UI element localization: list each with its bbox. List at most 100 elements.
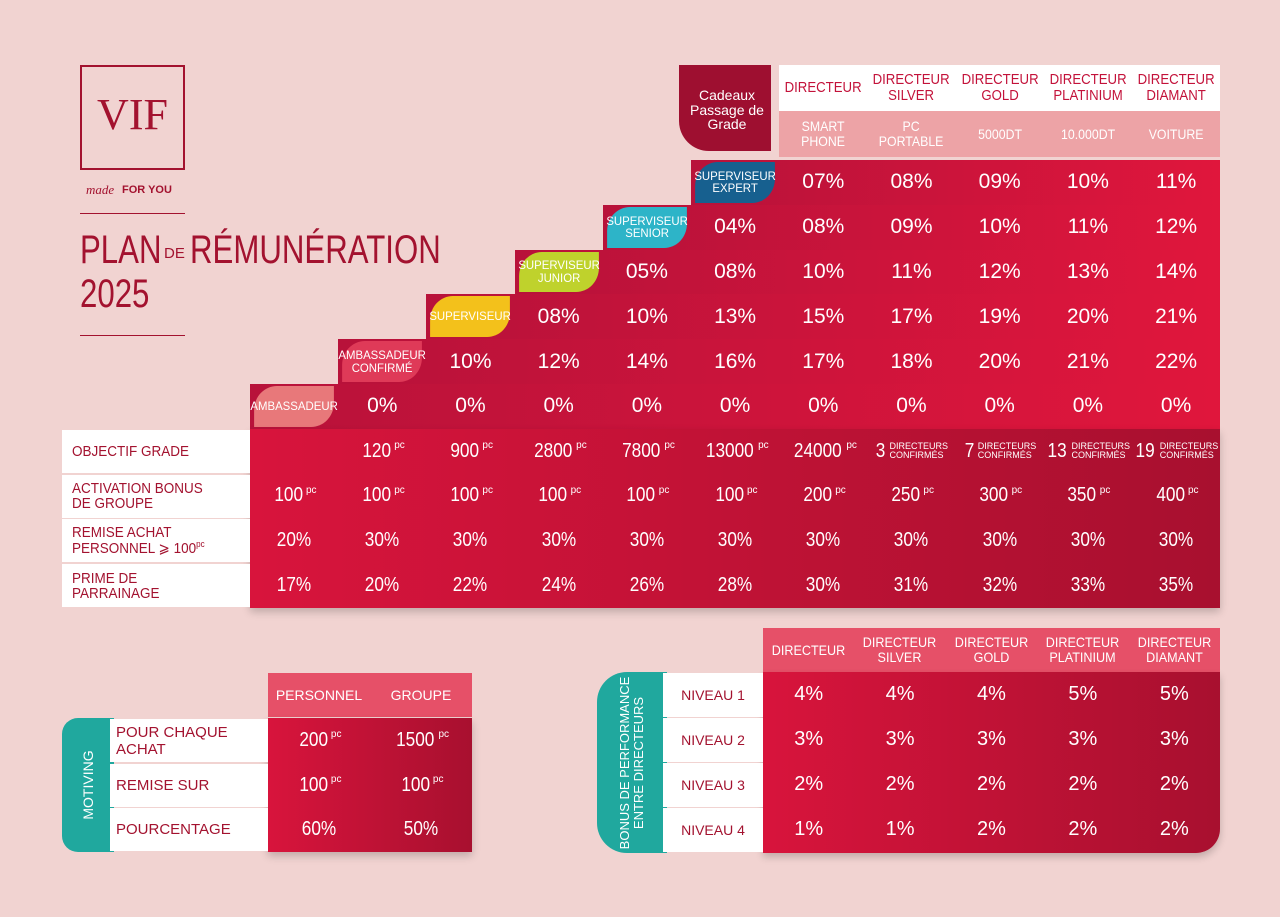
- value-cell: 24%: [515, 563, 603, 608]
- value: 31%: [894, 574, 929, 597]
- row-bg: [338, 339, 1221, 385]
- value-cell: 100 pc: [338, 474, 426, 519]
- value: 250: [891, 484, 921, 507]
- unit: pc: [438, 729, 450, 740]
- unit: pc: [658, 484, 670, 496]
- commission-value: 14%: [1155, 259, 1198, 283]
- bonus-value: 3%: [977, 728, 1006, 750]
- unit: DIRECTEURS CONFIRMÉS: [1071, 441, 1131, 461]
- value-cell: 32%: [956, 563, 1044, 608]
- commission-value: 17%: [890, 304, 933, 328]
- divider: [80, 213, 185, 214]
- logo-tagline: FOR YOU: [122, 184, 172, 196]
- criteria-label: REMISE ACHAT PERSONNEL ⩾ 100pc: [72, 524, 205, 558]
- value: 100: [400, 773, 430, 796]
- value-cell: 100 pc: [268, 763, 370, 808]
- motiving-title: MOTIVING: [79, 750, 96, 820]
- value-cell: 13 DIRECTEURS CONFIRMÉS: [1044, 429, 1132, 474]
- row-bg: [514, 249, 1221, 296]
- commission-value: 05%: [625, 259, 668, 283]
- commission-value: 12%: [537, 349, 580, 373]
- commission-value: 13%: [1066, 259, 1109, 283]
- grade-pill: SUPERVISEUR: [430, 296, 511, 338]
- bonus-value: 1%: [794, 818, 824, 840]
- bonus-value: 2%: [1159, 818, 1189, 840]
- value-cell: 24000 pc: [779, 429, 867, 474]
- grade-header: DIRECTEUR GOLD: [961, 71, 1039, 104]
- unit: pc: [1011, 484, 1023, 496]
- value: 30%: [1070, 529, 1106, 552]
- value-cell: 100 pc: [250, 474, 338, 519]
- unit: pc: [846, 439, 857, 451]
- value-cell: 100 pc: [426, 474, 514, 519]
- column-header: DIRECTEUR SILVER: [863, 634, 937, 665]
- value-cell: 120 pc: [338, 429, 426, 474]
- commission-value: 11%: [891, 259, 932, 283]
- bonus-value: 3%: [1159, 728, 1189, 750]
- commission-value: 10%: [1066, 170, 1109, 194]
- bonus-value: 1%: [885, 818, 915, 840]
- commission-value: 10%: [802, 259, 845, 283]
- value-cell: 20%: [250, 518, 338, 563]
- motiving-label: POURCENTAGE: [110, 808, 268, 852]
- unit: DIRECTEURS CONFIRMÉS: [889, 441, 949, 461]
- value-cell: 2800 pc: [515, 429, 603, 474]
- unit: DIRECTEURS CONFIRMÉS: [1159, 441, 1219, 461]
- bonus-title: BONUS DE PERFORMANCE ENTRE DIRECTEURS: [617, 676, 646, 850]
- value: 30%: [453, 529, 488, 552]
- title-connector: DE: [164, 245, 185, 262]
- bonus-value: 2%: [1068, 773, 1098, 795]
- value-cell: 300 pc: [956, 474, 1044, 519]
- value: 120: [362, 439, 391, 462]
- value: 19: [1136, 439, 1156, 462]
- value-cell: 7 DIRECTEURS CONFIRMÉS: [956, 429, 1044, 474]
- value-cell: 31%: [867, 563, 955, 608]
- value-cell: 30%: [956, 518, 1044, 563]
- value-cell: 100 pc: [370, 763, 472, 808]
- criteria-label-cell: ACTIVATION BONUS DE GROUPE: [62, 474, 250, 518]
- gift-item: 5000DT: [977, 125, 1022, 142]
- value-cell: 17%: [250, 563, 338, 608]
- value: 35%: [1158, 574, 1194, 597]
- value: 30%: [629, 529, 665, 552]
- value: 100: [450, 484, 480, 507]
- value-cell: 30%: [515, 518, 603, 563]
- value: 50%: [403, 818, 439, 841]
- unit: pc: [576, 439, 587, 451]
- bonus-value: 2%: [977, 818, 1006, 840]
- value-cell: 30%: [867, 518, 955, 563]
- value-cell: 30%: [779, 518, 867, 563]
- value-cell: 100 pc: [603, 474, 691, 519]
- commission-value: 09%: [978, 170, 1021, 194]
- commission-value: 08%: [714, 259, 757, 283]
- bonus-value: 5%: [1159, 683, 1189, 705]
- value: 1500: [396, 728, 435, 751]
- row-bg: [602, 204, 1221, 251]
- grade-pill: SUPERVISEUR EXPERT: [694, 162, 776, 203]
- motiving-tab: [62, 718, 114, 852]
- value-cell: 30%: [779, 563, 867, 608]
- criteria-label-unit: pc: [196, 539, 205, 550]
- value: 17%: [276, 574, 312, 597]
- unit: pc: [923, 484, 934, 496]
- commission-value: 21%: [1155, 304, 1198, 328]
- gift-row-bg: [779, 111, 1221, 157]
- unit: pc: [482, 439, 493, 451]
- value-cell: 400 pc: [1132, 474, 1220, 519]
- criteria-label-cell: PRIME DE PARRAINAGE: [62, 564, 250, 608]
- bonus-bg: [763, 672, 1220, 853]
- commission-value: 20%: [978, 349, 1021, 373]
- unit: pc: [747, 484, 758, 496]
- grade-header: DIRECTEUR SILVER: [872, 71, 950, 104]
- unit: pc: [394, 439, 405, 451]
- column-header: PERSONNEL: [275, 686, 363, 703]
- bonus-value: 3%: [794, 728, 824, 750]
- bonus-label: NIVEAU 3: [663, 763, 763, 807]
- value-cell: 200 pc: [779, 474, 867, 519]
- value-cell: 30%: [338, 518, 426, 563]
- commission-value: 0%: [543, 394, 574, 418]
- value: 900: [450, 439, 480, 462]
- grade-header: DIRECTEUR PLATINIUM: [1049, 71, 1127, 104]
- value: 100: [538, 484, 568, 507]
- criteria-label: ACTIVATION BONUS DE GROUPE: [72, 480, 203, 513]
